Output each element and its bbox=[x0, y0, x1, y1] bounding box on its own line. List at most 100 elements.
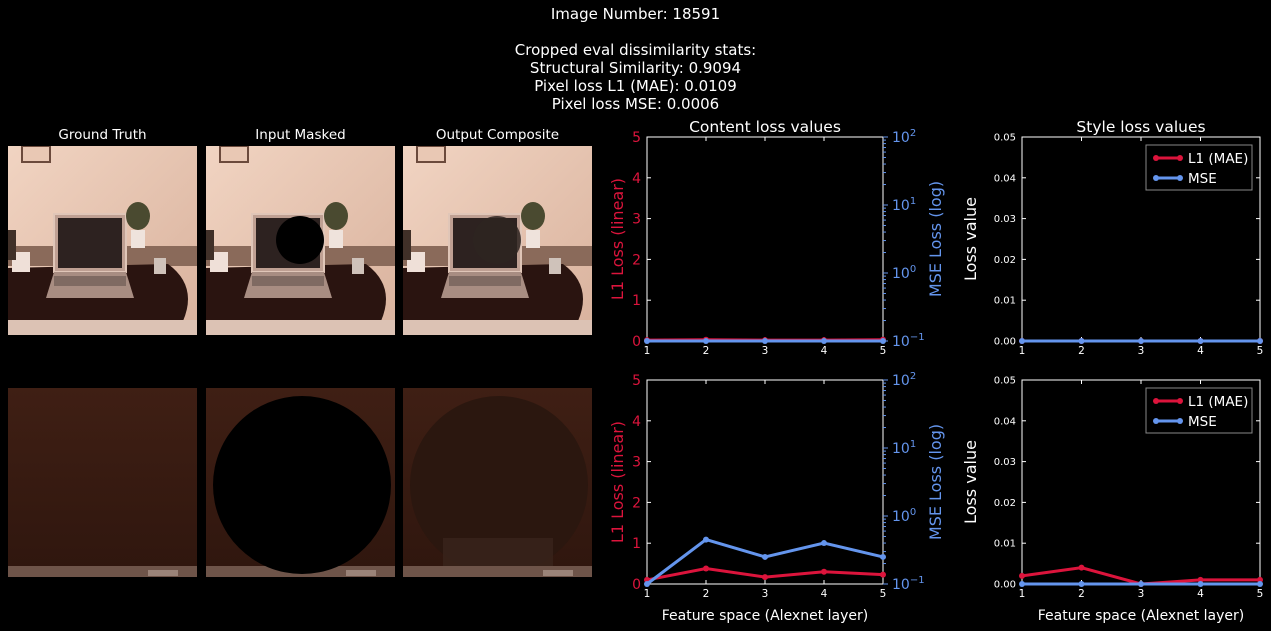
x-tick-label: 5 bbox=[1257, 588, 1264, 600]
y2-tick-label: 100 bbox=[892, 264, 916, 282]
y-axis-label: L1 Loss (linear) bbox=[608, 178, 627, 300]
x-tick-label: 2 bbox=[703, 588, 710, 600]
x-tick-label: 5 bbox=[1257, 345, 1264, 357]
legend-label: L1 (MAE) bbox=[1188, 394, 1248, 410]
ground-truth-crop bbox=[8, 388, 197, 577]
y2-tick-label: 102 bbox=[892, 371, 916, 389]
x-tick-label: 2 bbox=[1078, 588, 1085, 600]
y-tick-label: 0 bbox=[632, 334, 641, 350]
y-tick-label: 0.05 bbox=[994, 133, 1016, 144]
chart-title: Style loss values bbox=[1076, 118, 1205, 136]
legend-marker bbox=[1153, 175, 1159, 181]
y-axis-label: Loss value bbox=[961, 197, 980, 281]
y-tick-label: 4 bbox=[632, 414, 641, 430]
y-tick-label: 2 bbox=[632, 252, 641, 268]
y-tick-label: 0.04 bbox=[994, 416, 1016, 427]
series-point-mse bbox=[644, 338, 650, 344]
y-tick-label: 0.00 bbox=[994, 580, 1016, 591]
x-tick-label: 1 bbox=[644, 588, 651, 600]
legend-label: L1 (MAE) bbox=[1188, 151, 1248, 167]
x-tick-label: 3 bbox=[1138, 345, 1145, 357]
x-tick-label: 4 bbox=[1197, 345, 1204, 357]
x-tick-label: 4 bbox=[821, 345, 828, 357]
x-axis-label: Feature space (Alexnet layer) bbox=[662, 608, 868, 624]
plot-area bbox=[646, 379, 884, 585]
legend-label: MSE bbox=[1188, 171, 1217, 187]
series-point-l1 bbox=[762, 574, 768, 581]
legend-marker bbox=[1177, 418, 1183, 424]
legend-box bbox=[1145, 387, 1253, 434]
legend-marker bbox=[1177, 175, 1183, 181]
x-tick-label: 2 bbox=[1078, 345, 1085, 357]
series-point-mse bbox=[1019, 338, 1025, 344]
legend-marker bbox=[1177, 398, 1183, 404]
legend-marker bbox=[1153, 155, 1159, 161]
y-tick-label: 0.04 bbox=[994, 173, 1016, 184]
mse-stat: Pixel loss MSE: 0.0006 bbox=[551, 95, 720, 113]
series-point-mse bbox=[762, 338, 768, 344]
image-number: Image Number: 18591 bbox=[550, 5, 721, 23]
x-axis-label: Feature space (Alexnet layer) bbox=[1038, 608, 1244, 624]
y-tick-label: 1 bbox=[632, 536, 641, 552]
series-point-mse bbox=[703, 536, 709, 543]
ground-truth-image bbox=[8, 146, 197, 335]
x-tick-label: 1 bbox=[1019, 345, 1026, 357]
series-point-mse bbox=[1197, 581, 1204, 587]
legend-label: MSE bbox=[1188, 414, 1217, 430]
y-tick-label: 0.02 bbox=[994, 255, 1016, 266]
x-tick-label: 1 bbox=[644, 345, 651, 357]
series-point-mse bbox=[1078, 338, 1085, 344]
series-point-l1 bbox=[821, 568, 827, 575]
y2-tick-label: 101 bbox=[892, 439, 916, 457]
series-point-mse bbox=[1019, 581, 1025, 587]
series-point-mse bbox=[703, 338, 709, 344]
x-tick-label: 2 bbox=[703, 345, 710, 357]
output-composite-image bbox=[403, 146, 592, 335]
y-tick-label: 0.03 bbox=[994, 457, 1016, 468]
series-point-mse bbox=[1078, 581, 1085, 587]
input-masked-image bbox=[206, 146, 395, 335]
y-axis-label: L1 Loss (linear) bbox=[608, 421, 627, 543]
y-tick-label: 3 bbox=[632, 455, 641, 471]
y2-axis-label: MSE Loss (log) bbox=[926, 424, 945, 540]
legend-box bbox=[1145, 144, 1253, 191]
x-tick-label: 3 bbox=[762, 588, 769, 600]
y2-tick-label: 102 bbox=[892, 128, 916, 146]
legend-marker bbox=[1153, 418, 1159, 424]
y-tick-label: 0 bbox=[632, 577, 641, 593]
y-tick-label: 5 bbox=[632, 130, 641, 146]
y-tick-label: 0.01 bbox=[994, 539, 1016, 550]
y-tick-label: 0.03 bbox=[994, 214, 1016, 225]
title-output-composite: Output Composite bbox=[435, 127, 560, 143]
series-point-mse bbox=[821, 540, 827, 547]
title-input-masked: Input Masked bbox=[255, 127, 346, 143]
series-point-mse bbox=[1257, 581, 1263, 587]
x-tick-label: 4 bbox=[1197, 588, 1204, 600]
series-point-mse bbox=[880, 338, 886, 344]
legend-marker bbox=[1177, 155, 1183, 161]
y-axis-label: Loss value bbox=[961, 440, 980, 524]
series-point-mse bbox=[1138, 338, 1144, 344]
series-point-mse bbox=[821, 338, 827, 344]
y-tick-label: 0.02 bbox=[994, 498, 1016, 509]
y-tick-label: 3 bbox=[632, 212, 641, 228]
ssim-stat: Structural Similarity: 0.9094 bbox=[529, 59, 742, 77]
y-tick-label: 0.01 bbox=[994, 296, 1016, 307]
series-point-mse bbox=[1197, 338, 1204, 344]
series-point-l1 bbox=[1078, 564, 1085, 571]
series-point-mse bbox=[762, 553, 768, 560]
y-tick-label: 0.05 bbox=[994, 376, 1016, 387]
y2-tick-label: 10−1 bbox=[892, 332, 925, 350]
x-tick-label: 4 bbox=[821, 588, 828, 600]
series-point-mse bbox=[1257, 338, 1263, 344]
y-tick-label: 4 bbox=[632, 171, 641, 187]
x-tick-label: 3 bbox=[1138, 588, 1145, 600]
series-point-mse bbox=[644, 581, 650, 587]
y-tick-label: 5 bbox=[632, 373, 641, 389]
series-point-mse bbox=[1138, 581, 1144, 587]
y2-tick-label: 100 bbox=[892, 507, 916, 525]
